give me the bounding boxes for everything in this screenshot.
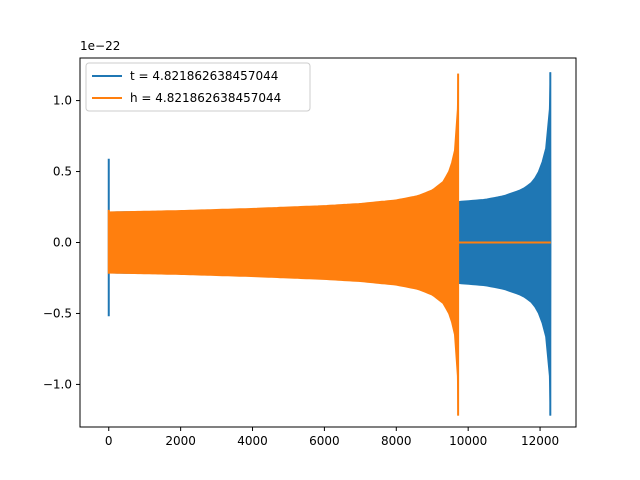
legend-label: t = 4.821862638457044	[130, 69, 278, 83]
x-tick-label: 6000	[309, 434, 340, 448]
y-tick-label: −1.0	[43, 377, 72, 391]
y-tick-label: 1.0	[53, 94, 72, 108]
legend-box	[85, 62, 311, 112]
legend: t = 4.821862638457044 h = 4.8218626384570…	[85, 62, 311, 112]
series-h	[107, 73, 551, 416]
x-tick-label: 2000	[165, 434, 196, 448]
y-tick-label: −0.5	[43, 306, 72, 320]
x-tick-label: 8000	[381, 434, 412, 448]
axes: 0 2000 4000 6000 8000 10000 12000 −1.0 −0.5 0.0 0.…	[43, 57, 577, 448]
y-tick-label: 0.0	[53, 236, 72, 250]
legend-label: h = 4.821862638457044	[130, 91, 281, 105]
y-tick-label: 0.5	[53, 165, 72, 179]
plot-area	[107, 72, 552, 416]
y-axis-offset-label: 1e−22	[80, 39, 120, 53]
x-tick-label: 12000	[521, 434, 559, 448]
x-tick-label: 0	[105, 434, 113, 448]
x-tick-label: 10000	[449, 434, 487, 448]
x-tick-label: 4000	[237, 434, 268, 448]
